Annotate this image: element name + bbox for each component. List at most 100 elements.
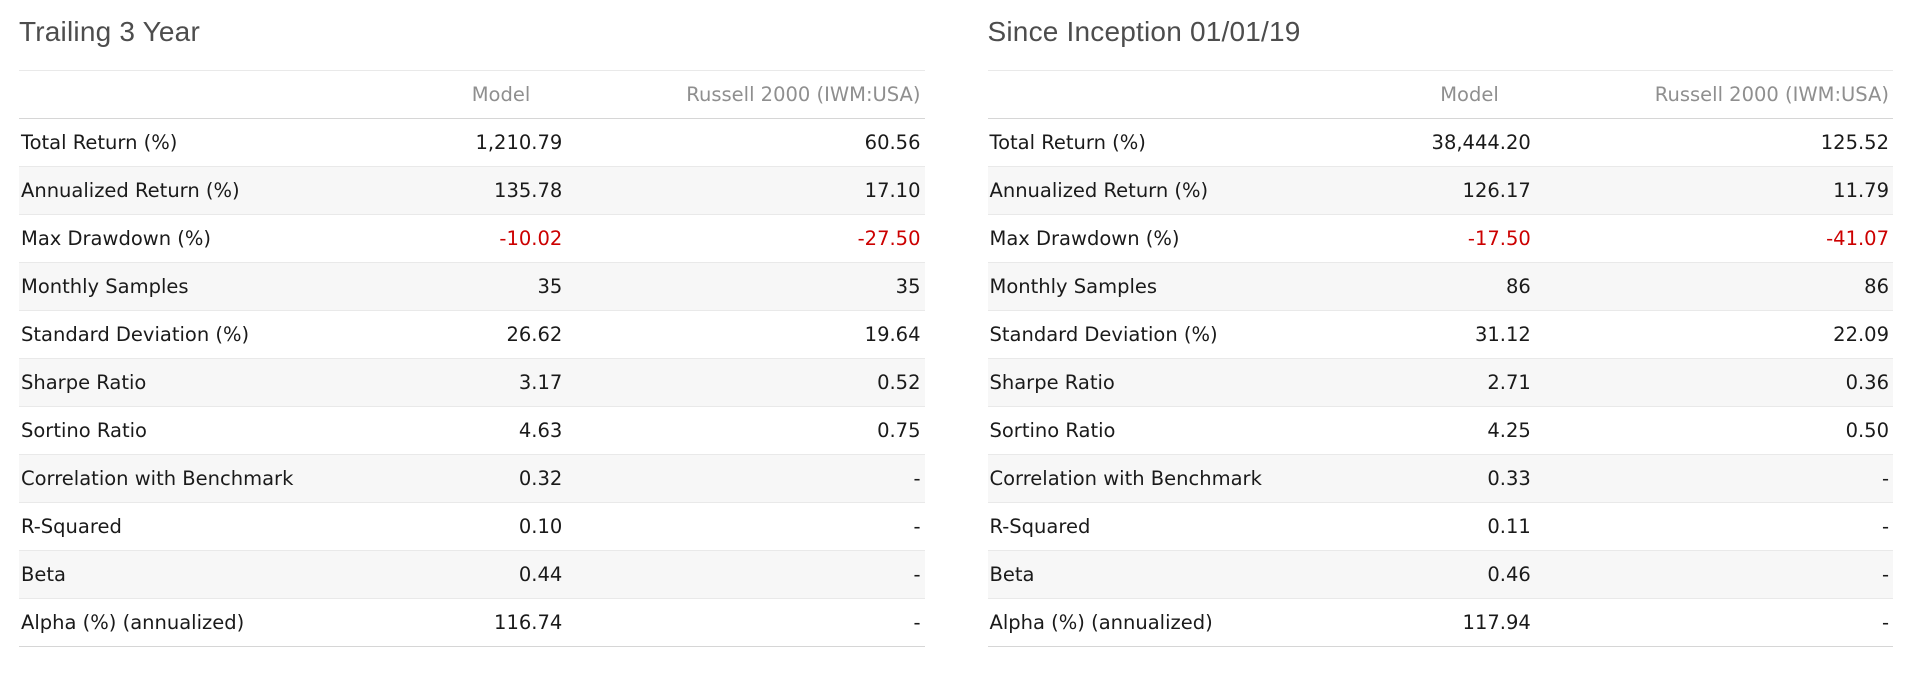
model-value: 0.10: [363, 502, 563, 551]
benchmark-value: 0.75: [562, 406, 925, 455]
benchmark-value: 0.52: [562, 358, 925, 407]
benchmark-value: -: [1530, 502, 1893, 551]
table-body: Total Return (%) 38,444.20 125.52 Annualize…: [987, 118, 1893, 647]
model-value: 135.78: [363, 166, 563, 215]
benchmark-value: 19.64: [562, 310, 925, 359]
table-row: Monthly Samples 86 86: [987, 262, 1893, 311]
table-row: Annualized Return (%) 135.78 17.10: [19, 166, 925, 215]
benchmark-column-header: Russell 2000 (IWM:USA): [1530, 70, 1893, 119]
benchmark-value: 125.52: [1530, 118, 1893, 167]
benchmark-value: -41.07: [1530, 214, 1893, 263]
metric-label: Monthly Samples: [987, 262, 1332, 311]
model-value: 3.17: [363, 358, 563, 407]
trailing-3-year-title: Trailing 3 Year: [19, 16, 200, 47]
metric-label: Standard Deviation (%): [987, 310, 1332, 359]
model-column-header: Model: [363, 70, 563, 119]
metric-label: Sharpe Ratio: [987, 358, 1332, 407]
table-header-row: Model Russell 2000 (IWM:USA): [19, 70, 925, 119]
benchmark-value: 0.36: [1530, 358, 1893, 407]
model-value: 0.44: [363, 550, 563, 599]
trailing-3-year-section: Trailing 3 Year Model Russell 2000 (IWM:…: [19, 14, 925, 647]
metric-label: Sortino Ratio: [987, 406, 1332, 455]
model-value: 117.94: [1331, 598, 1531, 647]
metric-label: Total Return (%): [19, 118, 364, 167]
model-value: -17.50: [1331, 214, 1531, 263]
metric-label: Max Drawdown (%): [19, 214, 364, 263]
model-value: 35: [363, 262, 563, 311]
metric-label: R-Squared: [19, 502, 364, 551]
benchmark-value: 0.50: [1530, 406, 1893, 455]
benchmark-value: -27.50: [562, 214, 925, 263]
table-row: Alpha (%) (annualized) 116.74-: [19, 598, 925, 647]
since-inception-section: Since Inception 01/01/19 Model Russell 2…: [987, 14, 1893, 647]
benchmark-value: -: [1530, 598, 1893, 647]
trailing-3-year-table: Model Russell 2000 (IWM:USA) Total Retur…: [19, 70, 925, 647]
metric-label: Correlation with Benchmark: [987, 454, 1332, 503]
metric-label: Max Drawdown (%): [987, 214, 1332, 263]
table-row: Sortino Ratio 4.25 0.50: [987, 406, 1893, 455]
model-value: 0.33: [1331, 454, 1531, 503]
table-row: R-Squared 0.10-: [19, 502, 925, 551]
model-value: 126.17: [1331, 166, 1531, 215]
table-row: Total Return (%) 1,210.79 60.56: [19, 118, 925, 167]
model-value: 0.32: [363, 454, 563, 503]
benchmark-value: 11.79: [1530, 166, 1893, 215]
benchmark-value: -: [1530, 454, 1893, 503]
metric-label: Alpha (%) (annualized): [987, 598, 1332, 647]
benchmark-value: -: [562, 454, 925, 503]
benchmark-value: 22.09: [1530, 310, 1893, 359]
metric-column-header: [987, 70, 1332, 119]
metric-label: Alpha (%) (annualized): [19, 598, 364, 647]
model-value: 38,444.20: [1331, 118, 1531, 167]
benchmark-value: 35: [562, 262, 925, 311]
table-row: Total Return (%) 38,444.20 125.52: [987, 118, 1893, 167]
table-row: Standard Deviation (%) 26.62 19.64: [19, 310, 925, 359]
model-value: 1,210.79: [363, 118, 563, 167]
benchmark-value: 17.10: [562, 166, 925, 215]
model-value: 0.11: [1331, 502, 1531, 551]
table-row: Alpha (%) (annualized) 117.94-: [987, 598, 1893, 647]
metric-label: Beta: [19, 550, 364, 599]
metric-label: Annualized Return (%): [987, 166, 1332, 215]
table-body: Total Return (%) 1,210.79 60.56 Annualized …: [19, 118, 925, 647]
metric-label: Annualized Return (%): [19, 166, 364, 215]
model-value: 86: [1331, 262, 1531, 311]
table-header-row: Model Russell 2000 (IWM:USA): [987, 70, 1893, 119]
table-row: Standard Deviation (%) 31.12 22.09: [987, 310, 1893, 359]
model-value: 31.12: [1331, 310, 1531, 359]
model-value: 2.71: [1331, 358, 1531, 407]
metric-label: R-Squared: [987, 502, 1332, 551]
metric-label: Sortino Ratio: [19, 406, 364, 455]
benchmark-value: -: [562, 502, 925, 551]
metric-label: Beta: [987, 550, 1332, 599]
benchmark-column-header: Russell 2000 (IWM:USA): [562, 70, 925, 119]
table-row: Correlation with Benchmark 0.32-: [19, 454, 925, 503]
table-row: Max Drawdown (%) -17.50 -41.07: [987, 214, 1893, 263]
metric-column-header: [19, 70, 364, 119]
performance-stats-panel: Trailing 3 Year Model Russell 2000 (IWM:…: [19, 14, 1893, 647]
benchmark-value: -: [562, 598, 925, 647]
table-row: Sharpe Ratio 3.17 0.52: [19, 358, 925, 407]
model-value: 0.46: [1331, 550, 1531, 599]
benchmark-value: -: [1530, 550, 1893, 599]
table-row: Beta 0.44-: [19, 550, 925, 599]
table-row: Monthly Samples 35 35: [19, 262, 925, 311]
benchmark-value: -: [562, 550, 925, 599]
benchmark-value: 86: [1530, 262, 1893, 311]
table-row: Sharpe Ratio 2.71 0.36: [987, 358, 1893, 407]
table-row: Annualized Return (%) 126.17 11.79: [987, 166, 1893, 215]
model-column-header: Model: [1331, 70, 1531, 119]
metric-label: Sharpe Ratio: [19, 358, 364, 407]
model-value: 4.25: [1331, 406, 1531, 455]
metric-label: Standard Deviation (%): [19, 310, 364, 359]
model-value: -10.02: [363, 214, 563, 263]
model-value: 26.62: [363, 310, 563, 359]
table-row: Beta 0.46-: [987, 550, 1893, 599]
since-inception-title: Since Inception 01/01/19: [987, 16, 1301, 47]
metric-label: Monthly Samples: [19, 262, 364, 311]
table-row: Max Drawdown (%) -10.02 -27.50: [19, 214, 925, 263]
metric-label: Total Return (%): [987, 118, 1332, 167]
metric-label: Correlation with Benchmark: [19, 454, 364, 503]
table-row: Sortino Ratio 4.63 0.75: [19, 406, 925, 455]
table-row: R-Squared 0.11-: [987, 502, 1893, 551]
